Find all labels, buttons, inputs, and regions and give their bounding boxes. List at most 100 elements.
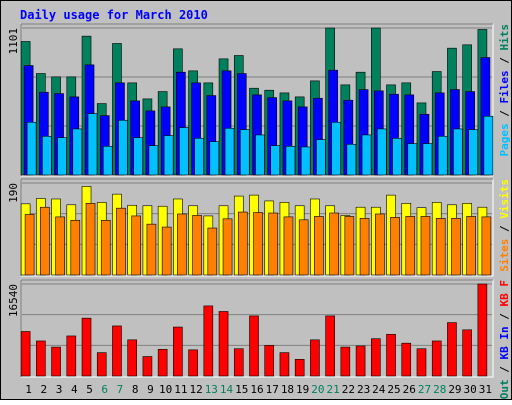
y-max-label: 16540 <box>7 284 20 317</box>
legend-separator: / <box>498 307 511 327</box>
bar-sites-day-27 <box>420 216 431 276</box>
bar-pages-day-7 <box>118 119 128 176</box>
x-tick-label: 19 <box>296 383 309 396</box>
x-tick-label: 7 <box>117 383 124 396</box>
bar-kb-f-day-7 <box>112 325 122 377</box>
bar-pages-day-30 <box>468 129 478 176</box>
x-tick-label: 26 <box>403 383 416 396</box>
bar-kb-f-day-13 <box>203 305 214 377</box>
bar-pages-day-9 <box>148 145 159 176</box>
bar-kb-f-day-25 <box>386 333 396 377</box>
bar-pages-day-14 <box>224 127 235 176</box>
x-tick-label: 3 <box>56 383 63 396</box>
x-tick-label: 2 <box>41 383 48 396</box>
bar-pages-day-5 <box>87 113 98 176</box>
legend-text: Sites / Visits <box>498 179 511 272</box>
x-tick-label: 12 <box>189 383 202 396</box>
bar-kb-f-day-24 <box>371 338 381 377</box>
bar-sites-day-23 <box>359 218 370 276</box>
bar-sites-day-8 <box>131 215 141 276</box>
bar-pages-day-13 <box>209 141 220 176</box>
bar-kb-f-day-30 <box>462 329 472 377</box>
bar-pages-day-19 <box>300 146 311 176</box>
bar-kb-f-day-19 <box>294 359 305 377</box>
y-max-label: 190 <box>7 183 20 203</box>
x-tick-label: 29 <box>448 383 461 396</box>
bar-kb-f-day-29 <box>447 322 457 377</box>
bar-sites-day-13 <box>207 227 218 276</box>
panel-volume: 16540 KB Out / KB In / KB F <box>7 279 511 405</box>
bar-kb-f-day-21 <box>325 315 335 377</box>
bar-kb-f-day-26 <box>401 342 412 377</box>
x-tick-label: 24 <box>372 383 386 396</box>
bar-kb-f-day-16 <box>249 315 259 377</box>
bar-sites-day-15 <box>237 211 248 276</box>
bar-pages-day-22 <box>346 143 357 176</box>
bar-kb-f-day-4 <box>66 335 77 377</box>
x-tick-label: 6 <box>101 383 108 396</box>
bar-sites-day-21 <box>329 212 339 276</box>
x-tick-label: 13 <box>205 383 218 396</box>
legend-kb-out: KB Out <box>498 379 511 400</box>
bar-sites-day-4 <box>70 219 81 276</box>
panel-legend: Pages / Files / Hits <box>498 24 511 157</box>
bar-sites-day-30 <box>466 216 476 276</box>
bar-kb-f-day-10 <box>157 348 168 377</box>
panel-legend: KB Out / KB In / KB F <box>498 280 511 405</box>
bar-kb-f-day-18 <box>279 352 290 377</box>
bar-pages-day-15 <box>239 129 250 176</box>
bar-sites-day-25 <box>390 217 400 276</box>
panel-legend: Sites / Visits <box>498 179 511 272</box>
bar-kb-f-day-28 <box>431 340 442 377</box>
bar-pages-day-24 <box>377 128 387 176</box>
bar-sites-day-18 <box>283 216 294 276</box>
x-tick-label: 27 <box>418 383 431 396</box>
x-tick-label: 28 <box>433 383 446 396</box>
bar-sites-day-20 <box>314 216 324 276</box>
bar-pages-day-8 <box>133 137 143 176</box>
bar-sites-day-12 <box>192 215 202 276</box>
bar-sites-day-19 <box>298 219 309 276</box>
x-tick-label: 30 <box>464 383 477 396</box>
bar-pages-day-17 <box>270 145 281 176</box>
bar-sites-day-29 <box>451 218 461 276</box>
bar-sites-day-3 <box>55 216 65 276</box>
legend-pages: Pages <box>498 123 511 156</box>
x-tick-label: 17 <box>266 383 279 396</box>
bar-pages-day-27 <box>422 143 433 176</box>
bar-kb-f-day-27 <box>416 348 427 377</box>
bar-kb-f-day-5 <box>81 317 92 377</box>
bar-sites-day-9 <box>146 223 157 276</box>
bar-kb-f-day-14 <box>218 311 229 377</box>
x-tick-label: 11 <box>174 383 187 396</box>
panel-visitors: 190 Sites / Visits <box>7 178 511 277</box>
bar-pages-day-29 <box>453 128 463 176</box>
chart-panels: 1101 Pages / Files / Hits 190 Sites / Visit… <box>7 23 511 405</box>
legend-text: Pages / Files / Hits <box>498 24 511 157</box>
x-tick-label: 5 <box>86 383 93 396</box>
bar-kb-f-day-3 <box>51 346 61 377</box>
x-tick-label: 20 <box>311 383 324 396</box>
bar-kb-f-day-8 <box>127 339 137 377</box>
bar-pages-day-10 <box>163 135 174 176</box>
legend-separator: / <box>498 360 511 380</box>
panel-requests: 1101 Pages / Files / Hits <box>7 23 511 177</box>
bar-kb-f-day-1 <box>20 331 31 377</box>
x-tick-label: 18 <box>281 383 294 396</box>
x-tick-label: 23 <box>357 383 370 396</box>
bar-sites-day-22 <box>344 216 355 276</box>
x-tick-label: 9 <box>147 383 154 396</box>
bar-sites-day-6 <box>100 219 111 276</box>
chart-title: Daily usage for March 2010 <box>20 8 208 22</box>
legend-sites: Sites <box>498 239 511 272</box>
bar-sites-day-16 <box>253 212 263 276</box>
legend-text: KB Out / KB In / KB F <box>498 280 511 400</box>
bar-sites-day-10 <box>161 226 172 276</box>
bar-pages-day-2 <box>42 135 52 176</box>
bar-kb-f-day-31 <box>477 283 488 377</box>
bar-kb-f-day-20 <box>310 339 320 377</box>
x-tick-label: 16 <box>250 383 263 396</box>
bar-sites-day-7 <box>116 207 126 276</box>
